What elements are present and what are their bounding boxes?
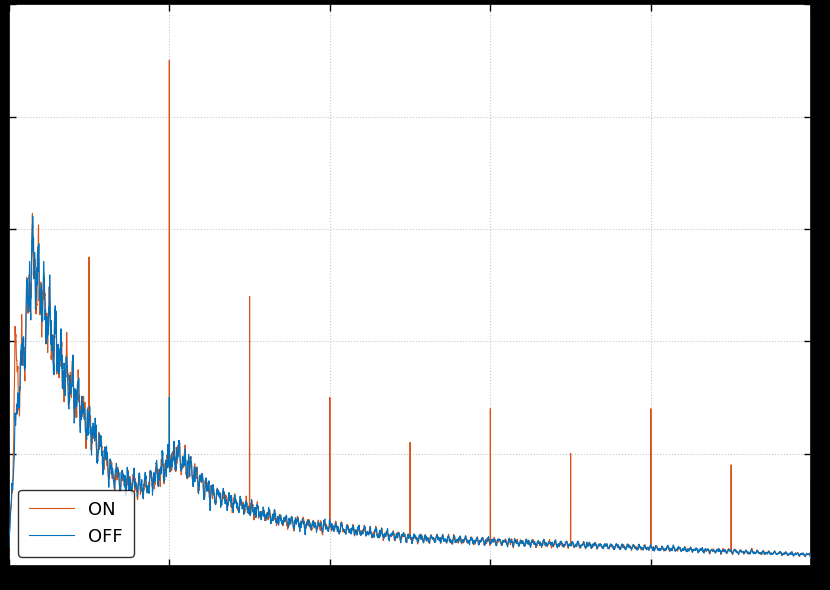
ON (4, 547, 14, 554)
OFF (603, 545, 613, 552)
Legend: ON, OFF: ON, OFF (18, 490, 134, 557)
Line: OFF: OFF (9, 217, 812, 560)
OFF (526, 540, 536, 548)
ON (310, 522, 320, 529)
ON (806, 556, 816, 563)
OFF (310, 523, 320, 530)
OFF (486, 540, 496, 547)
ON (664, 545, 674, 552)
OFF (4, 544, 14, 551)
OFF (664, 544, 674, 551)
ON (807, 473, 817, 480)
Line: ON: ON (9, 60, 812, 560)
ON (164, 57, 174, 64)
ON (603, 543, 613, 550)
OFF (150, 476, 160, 483)
ON (526, 540, 536, 548)
OFF (807, 557, 817, 564)
ON (486, 405, 496, 412)
OFF (27, 213, 37, 220)
ON (149, 478, 159, 485)
